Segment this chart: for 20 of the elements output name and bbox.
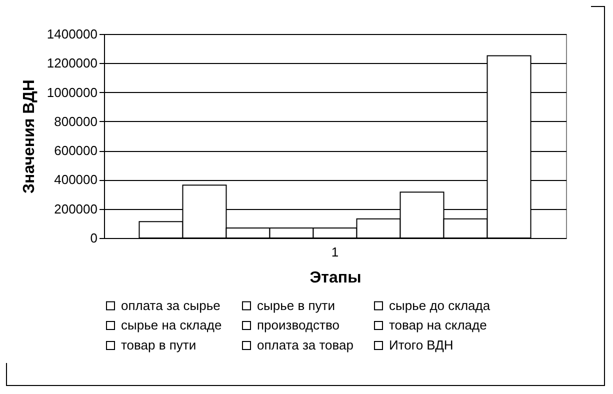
legend-label: товар на складе (389, 318, 487, 332)
y-tick-label: 1400000 (46, 26, 98, 42)
legend-label: Итого ВДН (389, 338, 454, 352)
legend-label: товар в пути (121, 338, 196, 352)
y-axis-title: Значения ВДН (20, 80, 38, 194)
legend-label: оплата за товар (257, 338, 354, 352)
y-tick-label: 1000000 (46, 84, 98, 100)
y-tick-label: 400000 (54, 172, 98, 188)
legend-label: оплата за сырье (121, 298, 220, 313)
y-tick-label: 800000 (54, 114, 98, 129)
y-tick-label: 200000 (54, 201, 98, 216)
y-tick-label: 600000 (54, 143, 98, 158)
legend-label: сырье в пути (257, 298, 335, 313)
x-axis-title: Этапы (310, 270, 362, 286)
x-tick-label: 1 (331, 244, 339, 260)
legend-label: сырье до склада (389, 298, 491, 313)
y-tick-label: 0 (90, 230, 98, 246)
legend-label: сырье на складе (121, 318, 222, 332)
legend-label: производство (257, 318, 340, 332)
y-tick-label: 1200000 (46, 56, 98, 71)
